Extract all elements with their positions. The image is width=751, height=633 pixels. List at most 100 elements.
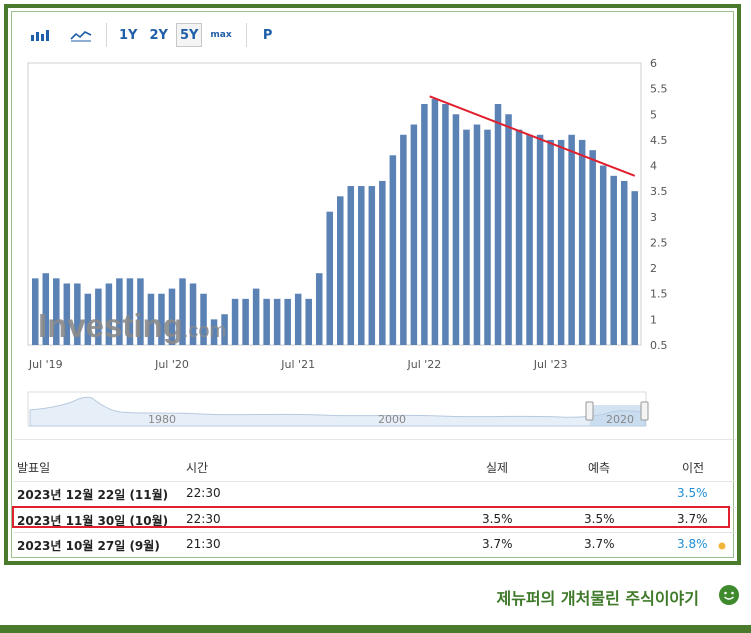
bar[interactable] bbox=[116, 278, 123, 345]
bar[interactable] bbox=[84, 293, 92, 345]
bar[interactable] bbox=[463, 129, 470, 345]
bar[interactable] bbox=[526, 134, 533, 345]
toolbar-separator bbox=[106, 23, 107, 47]
bar[interactable] bbox=[179, 278, 186, 345]
table-row: 2023년 11월 30일 (10월) 22:30 3.5% 3.5% 3.7% bbox=[14, 507, 736, 530]
bar[interactable] bbox=[515, 129, 523, 345]
y-tick-label: 2 bbox=[650, 262, 657, 275]
smiley-icon bbox=[718, 584, 740, 606]
x-tick-label: Jul '23 bbox=[533, 358, 568, 371]
bar[interactable] bbox=[168, 288, 176, 345]
bar[interactable] bbox=[147, 293, 155, 345]
bar[interactable] bbox=[63, 283, 71, 345]
bar[interactable] bbox=[158, 293, 165, 345]
header-time: 시간 bbox=[186, 461, 209, 475]
bar[interactable] bbox=[315, 273, 323, 345]
bar[interactable] bbox=[294, 293, 302, 345]
navigator-left-handle[interactable] bbox=[585, 401, 594, 421]
bar[interactable] bbox=[473, 124, 481, 345]
bar[interactable] bbox=[389, 155, 397, 345]
p-button[interactable]: P bbox=[262, 27, 273, 43]
y-tick-label: 3 bbox=[650, 211, 657, 224]
bar[interactable] bbox=[263, 298, 270, 345]
range-1y-button[interactable]: 1Y bbox=[119, 27, 138, 43]
range-navigator[interactable]: 1980 2000 2020 bbox=[27, 391, 649, 427]
bar[interactable] bbox=[284, 298, 291, 345]
highlight-box bbox=[12, 506, 730, 528]
bar[interactable] bbox=[358, 186, 365, 345]
revision-dot-icon bbox=[718, 539, 726, 553]
bar[interactable] bbox=[578, 139, 586, 345]
bar[interactable] bbox=[610, 175, 617, 345]
row-forecast: 3.7% bbox=[584, 537, 615, 551]
bar[interactable] bbox=[326, 211, 334, 345]
row-date: 2023년 10월 27일 (9월) bbox=[17, 539, 160, 553]
bar-chart-icon[interactable] bbox=[26, 23, 54, 47]
range-5y-button[interactable]: 5Y bbox=[175, 23, 203, 47]
table-row: 2023년 12월 22일 (11월) 22:30 3.5% bbox=[14, 481, 736, 504]
navigator-label: 2000 bbox=[378, 413, 406, 426]
bar[interactable] bbox=[442, 104, 449, 345]
bar[interactable] bbox=[210, 319, 218, 345]
bar[interactable] bbox=[568, 134, 575, 345]
x-tick-label: Jul '19 bbox=[28, 358, 63, 371]
bar[interactable] bbox=[252, 288, 260, 345]
bar[interactable] bbox=[42, 273, 50, 345]
row-time: 21:30 bbox=[186, 537, 221, 551]
bar[interactable] bbox=[126, 278, 134, 345]
navigator-label: 1980 bbox=[148, 413, 176, 426]
bar[interactable] bbox=[589, 150, 596, 345]
bar[interactable] bbox=[74, 283, 81, 345]
trend-line bbox=[429, 95, 636, 177]
bar[interactable] bbox=[273, 298, 281, 345]
bar[interactable] bbox=[189, 283, 197, 345]
bar[interactable] bbox=[231, 298, 239, 345]
bar[interactable] bbox=[31, 278, 39, 345]
bar[interactable] bbox=[53, 278, 60, 345]
bar[interactable] bbox=[484, 129, 491, 345]
bar[interactable] bbox=[242, 298, 249, 345]
bar[interactable] bbox=[379, 180, 386, 345]
bar[interactable] bbox=[631, 191, 639, 345]
row-actual: 3.7% bbox=[482, 537, 513, 551]
y-tick-label: 3.5 bbox=[650, 185, 668, 198]
navigator-right-handle[interactable] bbox=[640, 401, 649, 421]
investing-watermark: Investing.com bbox=[38, 307, 226, 344]
bar[interactable] bbox=[200, 293, 207, 345]
bar[interactable] bbox=[557, 139, 565, 345]
range-max-button[interactable]: max bbox=[210, 30, 232, 40]
x-tick-label: Jul '20 bbox=[154, 358, 189, 371]
y-tick-label: 2.5 bbox=[650, 236, 668, 249]
table-row: 2023년 10월 27일 (9월) 21:30 3.7% 3.7% 3.8% bbox=[14, 532, 736, 555]
bar[interactable] bbox=[494, 104, 502, 345]
range-2y-button[interactable]: 2Y bbox=[149, 27, 168, 43]
y-tick-label: 0.5 bbox=[650, 339, 668, 352]
bar[interactable] bbox=[505, 114, 512, 345]
chart-toolbar: 1Y 2Y 5Y max P bbox=[26, 22, 285, 48]
line-chart-icon[interactable] bbox=[66, 23, 96, 47]
bar[interactable] bbox=[599, 165, 607, 345]
bar[interactable] bbox=[410, 124, 418, 345]
bar[interactable] bbox=[105, 283, 113, 345]
bar[interactable] bbox=[137, 278, 144, 345]
bar[interactable] bbox=[536, 134, 544, 345]
inner-frame bbox=[11, 11, 734, 558]
bar[interactable] bbox=[431, 98, 439, 346]
y-tick-label: 1 bbox=[650, 313, 657, 326]
bar[interactable] bbox=[547, 139, 554, 345]
bar[interactable] bbox=[336, 196, 344, 345]
row-previous: 3.7% bbox=[677, 512, 708, 526]
y-tick-label: 4 bbox=[650, 160, 657, 173]
bar[interactable] bbox=[452, 114, 460, 345]
bar[interactable] bbox=[400, 134, 407, 345]
y-tick-label: 5.5 bbox=[650, 83, 668, 96]
bar[interactable] bbox=[347, 186, 355, 345]
bar[interactable] bbox=[305, 298, 312, 345]
bar[interactable] bbox=[221, 314, 228, 345]
header-previous: 이전 bbox=[682, 461, 705, 475]
row-time: 22:30 bbox=[186, 486, 221, 500]
bar[interactable] bbox=[620, 180, 628, 345]
bar[interactable] bbox=[368, 186, 376, 345]
bar[interactable] bbox=[95, 288, 102, 345]
bar[interactable] bbox=[421, 104, 428, 345]
